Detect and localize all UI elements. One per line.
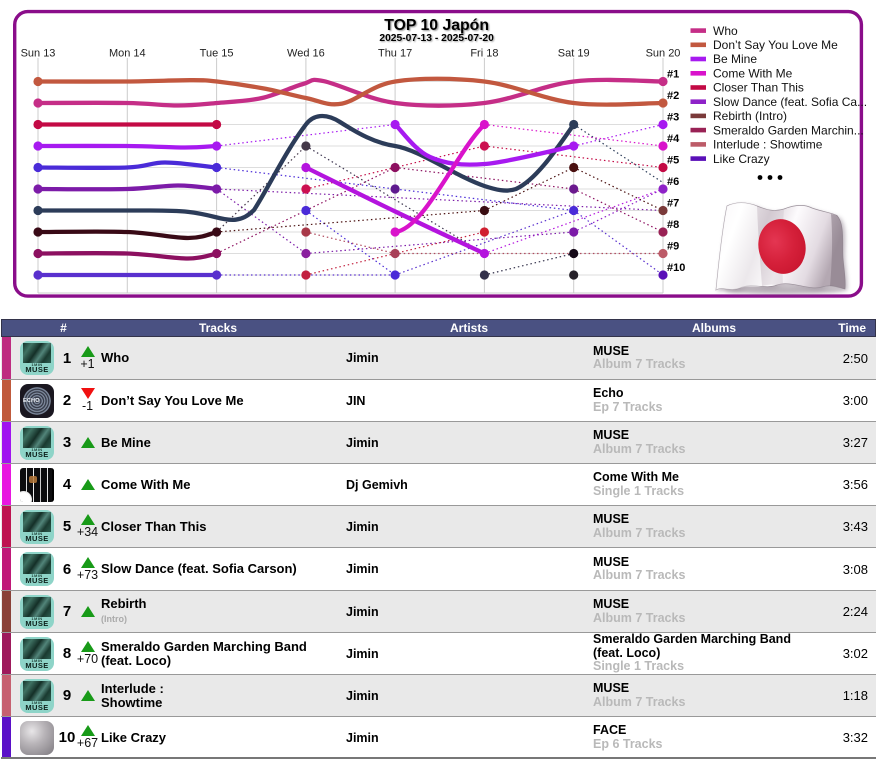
svg-text:#4: #4 xyxy=(667,133,680,145)
svg-text:TOP 10 Japón: TOP 10 Japón xyxy=(384,17,489,34)
svg-text:#3: #3 xyxy=(667,112,679,124)
svg-text:Be Mine: Be Mine xyxy=(713,52,757,66)
svg-text:Sun 20: Sun 20 xyxy=(646,48,681,60)
svg-text:2025-07-13 - 2025-07-20: 2025-07-13 - 2025-07-20 xyxy=(379,33,494,44)
svg-text:#8: #8 xyxy=(667,219,679,231)
svg-text:Rebirth (Intro): Rebirth (Intro) xyxy=(713,109,787,123)
svg-text:Don’t Say You Love Me: Don’t Say You Love Me xyxy=(713,38,838,52)
svg-text:Interlude : Showtime: Interlude : Showtime xyxy=(713,138,823,152)
svg-text:#2: #2 xyxy=(667,90,679,102)
svg-text:#6: #6 xyxy=(667,176,679,188)
svg-text:Tue 15: Tue 15 xyxy=(200,48,234,60)
svg-text:#10: #10 xyxy=(667,262,685,274)
svg-text:#5: #5 xyxy=(667,155,679,167)
svg-text:Who: Who xyxy=(713,24,738,38)
svg-text:#7: #7 xyxy=(667,198,679,210)
svg-text:Like Crazy: Like Crazy xyxy=(713,152,770,166)
svg-text:#9: #9 xyxy=(667,241,679,253)
svg-text:Smeraldo Garden Marchin...: Smeraldo Garden Marchin... xyxy=(713,123,864,137)
svg-text:Sat 19: Sat 19 xyxy=(558,48,590,60)
svg-text:Sun 13: Sun 13 xyxy=(21,48,56,60)
svg-text:#1: #1 xyxy=(667,69,679,81)
svg-text:Wed 16: Wed 16 xyxy=(287,48,325,60)
svg-text:Slow Dance (feat. Sofia Ca...: Slow Dance (feat. Sofia Ca... xyxy=(713,95,867,109)
svg-text:Fri 18: Fri 18 xyxy=(470,48,498,60)
svg-text:Come With Me: Come With Me xyxy=(713,67,793,81)
svg-text:Closer Than This: Closer Than This xyxy=(713,81,804,95)
svg-text:Thu 17: Thu 17 xyxy=(378,48,412,60)
svg-text:Mon 14: Mon 14 xyxy=(109,48,146,60)
